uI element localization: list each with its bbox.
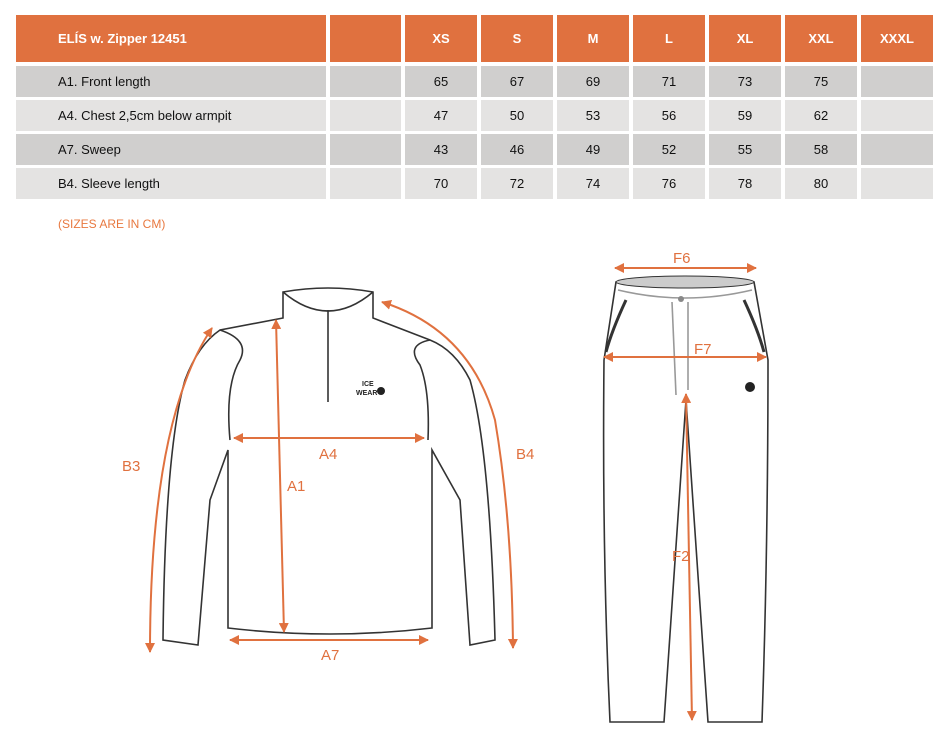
svg-text:WEAR: WEAR <box>356 390 377 397</box>
measurement-value <box>861 100 933 131</box>
b3-arrow <box>145 327 213 653</box>
empty-cell <box>330 100 401 131</box>
measurement-value: 46 <box>481 134 553 165</box>
f2-arrow <box>681 393 697 721</box>
size-header: XXXL <box>861 15 933 62</box>
table-title: ELÍS w. Zipper 12451 <box>16 15 326 62</box>
measurement-value: 56 <box>633 100 705 131</box>
measurement-value: 65 <box>405 66 477 97</box>
label-a4: A4 <box>319 446 337 463</box>
measurement-value: 73 <box>709 66 781 97</box>
measurement-value: 43 <box>405 134 477 165</box>
size-header: L <box>633 15 705 62</box>
header-empty-cell <box>330 15 401 62</box>
size-header: XS <box>405 15 477 62</box>
measurement-value: 67 <box>481 66 553 97</box>
size-header: S <box>481 15 553 62</box>
size-header: M <box>557 15 629 62</box>
measurement-value: 59 <box>709 100 781 131</box>
row-label: A4. Chest 2,5cm below armpit <box>16 100 326 131</box>
label-b3: B3 <box>122 458 140 475</box>
measurement-value: 50 <box>481 100 553 131</box>
size-header: XL <box>709 15 781 62</box>
measurement-value: 53 <box>557 100 629 131</box>
empty-cell <box>330 168 401 199</box>
measurement-value: 49 <box>557 134 629 165</box>
measurement-value: 62 <box>785 100 857 131</box>
measurement-value: 76 <box>633 168 705 199</box>
svg-text:ICE: ICE <box>362 381 374 388</box>
label-f2: F2 <box>672 548 690 565</box>
size-header: XXL <box>785 15 857 62</box>
label-b4: B4 <box>516 446 534 463</box>
measurement-value: 80 <box>785 168 857 199</box>
button-icon <box>678 296 684 302</box>
measurement-value: 58 <box>785 134 857 165</box>
measurement-value <box>861 66 933 97</box>
units-note: (SIZES ARE IN CM) <box>58 217 166 231</box>
measurement-value: 55 <box>709 134 781 165</box>
snowflake-logo-icon <box>745 382 755 392</box>
label-a7: A7 <box>321 647 339 664</box>
row-label: B4. Sleeve length <box>16 168 326 199</box>
row-label: A1. Front length <box>16 66 326 97</box>
measurement-value: 72 <box>481 168 553 199</box>
measurement-value: 71 <box>633 66 705 97</box>
label-f7: F7 <box>694 341 712 358</box>
measurement-value: 78 <box>709 168 781 199</box>
measurement-value: 52 <box>633 134 705 165</box>
measurement-value: 70 <box>405 168 477 199</box>
b4-arrow <box>381 299 518 649</box>
measurement-value: 69 <box>557 66 629 97</box>
measurement-value: 75 <box>785 66 857 97</box>
measurement-value: 74 <box>557 168 629 199</box>
label-f6: F6 <box>673 250 691 267</box>
measurement-value <box>861 134 933 165</box>
empty-cell <box>330 66 401 97</box>
pants-drawing <box>602 276 769 723</box>
measurement-value <box>861 168 933 199</box>
ice-wear-logo: ICE WEAR <box>356 381 385 397</box>
row-label: A7. Sweep <box>16 134 326 165</box>
measurement-value: 47 <box>405 100 477 131</box>
empty-cell <box>330 134 401 165</box>
jacket-drawing <box>162 287 496 646</box>
label-a1: A1 <box>287 478 305 495</box>
a1-arrow <box>271 319 289 633</box>
